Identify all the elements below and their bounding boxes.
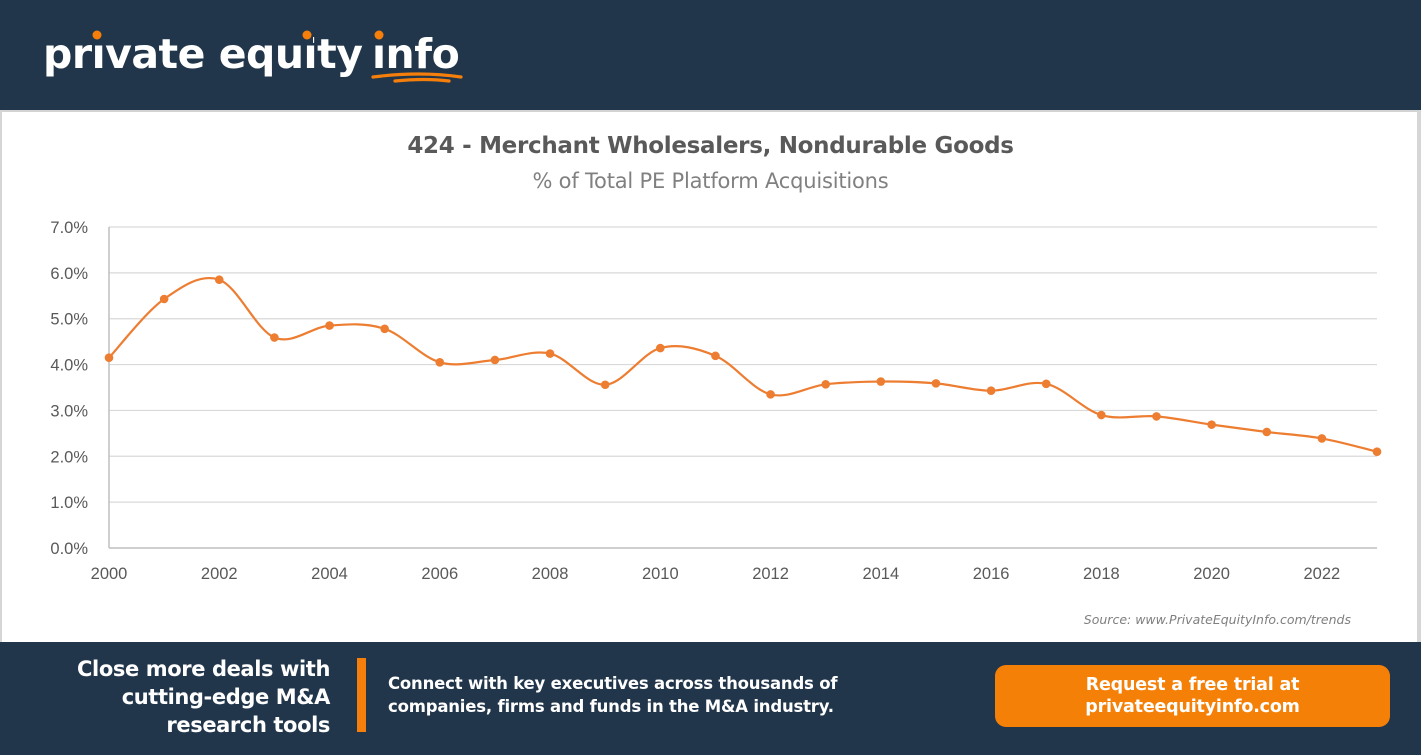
data-point (1262, 427, 1272, 437)
logo-text-accent: info (372, 30, 459, 78)
footer-headline-line: research tools (166, 713, 330, 737)
footer-headline: Close more deals with cutting-edge M&A r… (10, 655, 330, 739)
data-point (1317, 434, 1327, 443)
cta-line: privateequityinfo.com (1085, 697, 1300, 717)
logo-dot-icon (302, 30, 312, 40)
footer-headline-line: cutting-edge M&A (121, 685, 331, 709)
data-point (270, 333, 279, 342)
x-tick-label: 2004 (311, 565, 348, 583)
x-tick-label: 2008 (532, 565, 569, 583)
y-tick-label: 4.0% (50, 357, 88, 375)
data-point (214, 275, 224, 285)
y-tick-label: 0.0% (50, 540, 88, 558)
x-tick-label: 2010 (642, 565, 679, 583)
source-note: Source: www.PrivateEquityInfo.com/trends (1083, 612, 1351, 627)
x-tick-label: 2002 (201, 565, 238, 583)
footer-description: Connect with key executives across thous… (388, 672, 908, 718)
data-point (435, 357, 445, 367)
y-tick-label: 6.0% (50, 265, 88, 283)
y-tick-label: 3.0% (50, 402, 88, 420)
y-tick-label: 2.0% (50, 448, 88, 466)
footer-description-line: companies, firms and funds in the M&A in… (388, 697, 834, 716)
logo[interactable]: private equity info (0, 0, 520, 110)
data-point (1097, 410, 1106, 420)
y-tick-label: 7.0% (50, 219, 88, 237)
x-tick-label: 2020 (1193, 565, 1230, 583)
x-tick-label: 2022 (1304, 565, 1341, 583)
data-point (1372, 447, 1382, 457)
data-point (876, 377, 886, 386)
data-point (1152, 412, 1161, 421)
x-tick-label: 2012 (752, 565, 789, 583)
data-point (104, 353, 114, 362)
cta-line: Request a free trial at (1085, 675, 1300, 695)
logo-dot-icon (92, 30, 102, 40)
chart-subtitle: % of Total PE Platform Acquisitions (532, 169, 889, 193)
chart-title: 424 - Merchant Wholesalers, Nondurable G… (407, 133, 1014, 159)
data-point (766, 390, 775, 399)
data-point (1041, 379, 1051, 389)
data-point (931, 379, 941, 388)
x-tick-label: 2006 (421, 565, 458, 583)
footer-divider-bar (357, 658, 366, 732)
data-point (159, 294, 169, 304)
x-tick-label: 2018 (1083, 565, 1120, 583)
data-point (711, 351, 720, 361)
data-point-markers (104, 275, 1382, 457)
data-point (821, 379, 830, 389)
x-axis-labels: 2000 2002 2004 2006 2008 2010 2012 2014 2016 2018… (91, 565, 1341, 583)
data-point (600, 380, 610, 390)
logo-dot-icon (374, 30, 384, 40)
chart-card (0, 110, 1421, 642)
data-point (986, 386, 996, 396)
header-banner: private equity info (0, 0, 1421, 110)
logo-underline-swoosh-icon (371, 72, 463, 83)
request-free-trial-button[interactable]: Request a free trial at privateequityinf… (995, 665, 1390, 727)
data-point (490, 355, 500, 365)
y-axis-labels: 0.0% 1.0% 2.0% 3.0% 4.0% 5.0% 6.0% 7.0% (50, 219, 88, 558)
y-tick-label: 1.0% (50, 494, 88, 512)
x-tick-label: 2000 (91, 565, 128, 583)
data-point (656, 343, 665, 353)
data-point (325, 321, 334, 330)
footer-description-line: Connect with key executives across thous… (388, 674, 838, 693)
footer-headline-line: Close more deals with (77, 657, 330, 681)
x-tick-label: 2014 (862, 565, 899, 583)
data-point (1207, 420, 1216, 429)
x-tick-label: 2016 (973, 565, 1010, 583)
data-point (545, 349, 555, 358)
y-tick-label: 5.0% (50, 311, 88, 329)
chart-gridlines (108, 226, 1377, 549)
data-point (380, 324, 389, 334)
